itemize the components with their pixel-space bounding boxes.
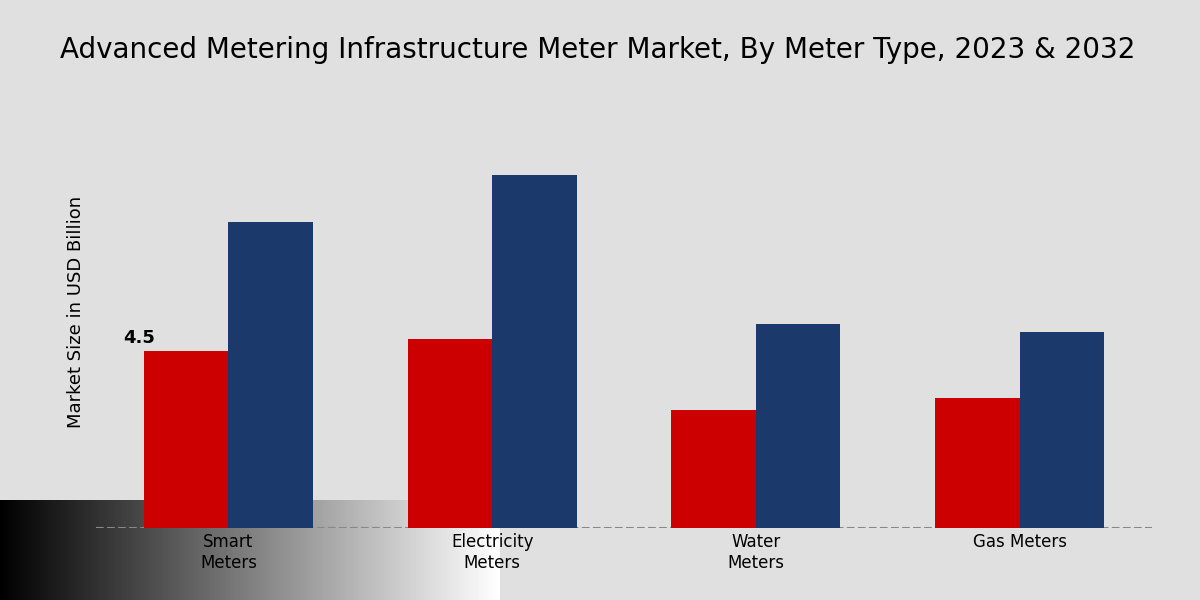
Bar bbox=[408, 340, 492, 528]
Bar bbox=[1020, 332, 1104, 528]
Bar bbox=[492, 175, 576, 528]
Bar bbox=[935, 398, 1020, 528]
Bar bbox=[756, 324, 840, 528]
Bar bbox=[144, 351, 228, 528]
Bar bbox=[672, 410, 756, 528]
Text: Advanced Metering Infrastructure Meter Market, By Meter Type, 2023 & 2032: Advanced Metering Infrastructure Meter M… bbox=[60, 36, 1135, 64]
Bar bbox=[228, 221, 313, 528]
Y-axis label: Market Size in USD Billion: Market Size in USD Billion bbox=[67, 196, 85, 428]
Text: 4.5: 4.5 bbox=[122, 329, 155, 347]
